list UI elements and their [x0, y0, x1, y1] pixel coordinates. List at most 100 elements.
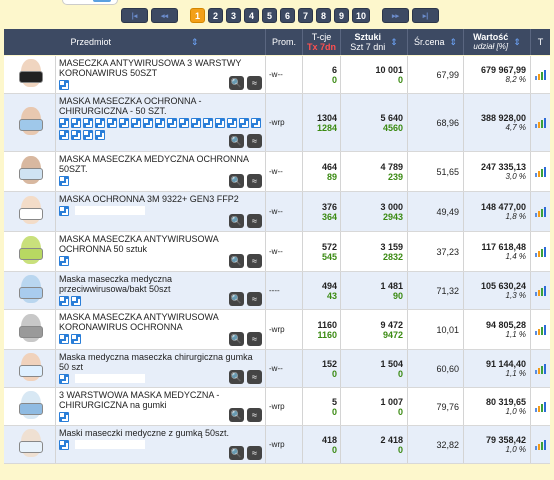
col-value[interactable]: Wartość udział [%] ⇕: [464, 29, 531, 55]
search-icon[interactable]: 🔍: [229, 332, 244, 346]
external-link-icon[interactable]: [71, 118, 81, 128]
product-thumbnail[interactable]: [4, 192, 56, 231]
col-transactions[interactable]: T-cje Tx 7dn: [303, 29, 341, 55]
page-button-3[interactable]: 3: [225, 8, 241, 23]
similar-icon[interactable]: ≈: [247, 76, 262, 90]
page-button-9[interactable]: 9: [333, 8, 349, 23]
external-link-icon[interactable]: [59, 256, 69, 266]
product-name-link[interactable]: 3 WARSTWOWA MASKA MEDYCZNA - CHIRURGICZN…: [59, 390, 220, 410]
product-name-link[interactable]: Maska medyczna maseczka chirurgiczna gum…: [59, 352, 253, 372]
trend-chart-icon[interactable]: [535, 246, 546, 257]
trend-chart-icon[interactable]: [535, 401, 546, 412]
external-link-icon[interactable]: [227, 118, 237, 128]
external-link-icon[interactable]: [143, 118, 153, 128]
similar-icon[interactable]: ≈: [247, 446, 262, 460]
table-row[interactable]: 3 WARSTWOWA MASKA MEDYCZNA - CHIRURGICZN…: [4, 388, 550, 426]
external-link-icon[interactable]: [59, 374, 69, 384]
external-link-icon[interactable]: [71, 296, 81, 306]
external-link-icon[interactable]: [71, 130, 81, 140]
product-name-link[interactable]: MASKA MASECZKA MEDYCZNA OCHRONNA 50SZT.: [59, 154, 249, 174]
pager-first-button[interactable]: |◂: [120, 8, 148, 23]
external-link-icon[interactable]: [59, 206, 69, 216]
external-link-icon[interactable]: [59, 130, 69, 140]
search-icon[interactable]: 🔍: [229, 134, 244, 148]
trend-chart-icon[interactable]: [535, 285, 546, 296]
page-button-10[interactable]: 10: [351, 8, 370, 23]
external-link-icon[interactable]: [119, 118, 129, 128]
external-link-icon[interactable]: [191, 118, 201, 128]
trend-chart-icon[interactable]: [535, 324, 546, 335]
product-thumbnail[interactable]: [4, 94, 56, 151]
product-thumbnail[interactable]: [4, 350, 56, 387]
external-link-icon[interactable]: [59, 80, 69, 90]
table-row[interactable]: MASKA MASECZKA ANTYWIRUSOWA OCHRONNA 50 …: [4, 232, 550, 272]
external-link-icon[interactable]: [239, 118, 249, 128]
product-thumbnail[interactable]: [4, 272, 56, 309]
product-name-link[interactable]: MASKA MASECZKA ANTYWIRUSOWA OCHRONNA 50 …: [59, 234, 219, 254]
similar-icon[interactable]: ≈: [247, 332, 262, 346]
page-button-1[interactable]: 1: [189, 8, 205, 23]
external-link-icon[interactable]: [59, 176, 69, 186]
table-row[interactable]: Maska medyczna maseczka chirurgiczna gum…: [4, 350, 550, 388]
product-name-link[interactable]: MASKA MASECZKA OCHRONNA - CHIRURGICZNA -…: [59, 96, 202, 116]
similar-icon[interactable]: ≈: [247, 408, 262, 422]
external-link-icon[interactable]: [95, 130, 105, 140]
col-product[interactable]: Przedmiot ⇕: [4, 29, 266, 55]
product-name-link[interactable]: Maska maseczka medyczna przeciwwirusowa/…: [59, 274, 173, 294]
table-row[interactable]: Maska maseczka medyczna przeciwwirusowa/…: [4, 272, 550, 310]
table-row[interactable]: MASKA MASECZKA MEDYCZNA OCHRONNA 50SZT. 🔍…: [4, 152, 550, 192]
external-link-icon[interactable]: [251, 118, 261, 128]
table-row[interactable]: MASKA MASECZKA OCHRONNA - CHIRURGICZNA -…: [4, 94, 550, 152]
search-icon[interactable]: 🔍: [229, 292, 244, 306]
external-link-icon[interactable]: [203, 118, 213, 128]
trend-chart-icon[interactable]: [535, 117, 546, 128]
product-thumbnail[interactable]: [4, 426, 56, 463]
page-button-8[interactable]: 8: [315, 8, 331, 23]
similar-icon[interactable]: ≈: [247, 134, 262, 148]
search-icon[interactable]: 🔍: [229, 214, 244, 228]
external-link-icon[interactable]: [83, 130, 93, 140]
external-link-icon[interactable]: [167, 118, 177, 128]
page-button-2[interactable]: 2: [207, 8, 223, 23]
search-icon[interactable]: 🔍: [229, 254, 244, 268]
product-name-link[interactable]: MASECZKA ANTYWIRUSOWA 3 WARSTWY KORONAWI…: [59, 58, 242, 78]
search-icon[interactable]: 🔍: [229, 370, 244, 384]
page-button-7[interactable]: 7: [297, 8, 313, 23]
external-link-icon[interactable]: [155, 118, 165, 128]
external-link-icon[interactable]: [179, 118, 189, 128]
trend-chart-icon[interactable]: [535, 439, 546, 450]
table-row[interactable]: MASECZKA ANTYWIRUSOWA 3 WARSTWY KORONAWI…: [4, 56, 550, 94]
external-link-icon[interactable]: [59, 440, 69, 450]
product-thumbnail[interactable]: [4, 310, 56, 349]
pager-next-button[interactable]: ▸▸: [382, 8, 409, 23]
page-button-4[interactable]: 4: [243, 8, 259, 23]
similar-icon[interactable]: ≈: [247, 254, 262, 268]
external-link-icon[interactable]: [131, 118, 141, 128]
external-link-icon[interactable]: [59, 334, 69, 344]
table-row[interactable]: Maski maseczki medyczne z gumką 50szt. 🔍 ≈…: [4, 426, 550, 464]
product-thumbnail[interactable]: [4, 152, 56, 191]
trend-chart-icon[interactable]: [535, 206, 546, 217]
product-name-link[interactable]: Maski maseczki medyczne z gumką 50szt.: [59, 428, 230, 438]
external-link-icon[interactable]: [95, 118, 105, 128]
col-prom[interactable]: Prom.: [266, 29, 303, 55]
trend-chart-icon[interactable]: [535, 69, 546, 80]
external-link-icon[interactable]: [59, 118, 69, 128]
search-icon[interactable]: 🔍: [229, 174, 244, 188]
pager-last-button[interactable]: ▸|: [412, 8, 439, 23]
col-price[interactable]: Śr.cena ⇕: [408, 29, 464, 55]
similar-icon[interactable]: ≈: [247, 292, 262, 306]
table-row[interactable]: MASKA MASECZKA ANTYWIRUSOWA KORONAWIRUS …: [4, 310, 550, 350]
external-link-icon[interactable]: [83, 118, 93, 128]
search-icon[interactable]: 🔍: [229, 446, 244, 460]
product-thumbnail[interactable]: [4, 388, 56, 425]
search-icon[interactable]: 🔍: [229, 408, 244, 422]
similar-icon[interactable]: ≈: [247, 174, 262, 188]
pager-prev-button[interactable]: ◂◂: [150, 8, 178, 23]
top-tab[interactable]: [62, 0, 118, 5]
trend-chart-icon[interactable]: [535, 363, 546, 374]
product-thumbnail[interactable]: [4, 232, 56, 271]
external-link-icon[interactable]: [107, 118, 117, 128]
product-name-link[interactable]: MASKA MASECZKA ANTYWIRUSOWA KORONAWIRUS …: [59, 312, 219, 332]
search-icon[interactable]: 🔍: [229, 76, 244, 90]
